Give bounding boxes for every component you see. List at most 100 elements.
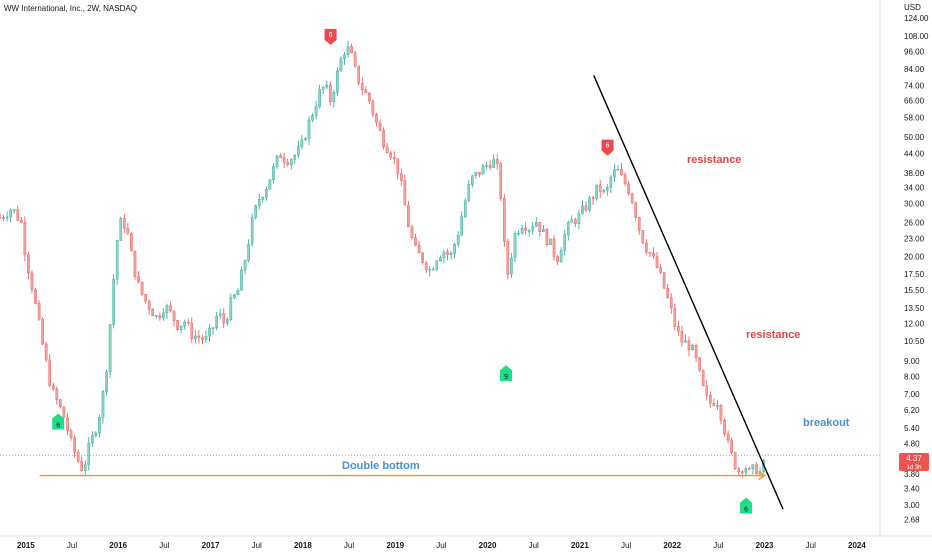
candle-body [204,336,208,340]
candle-body [740,471,744,473]
candle-body [588,197,591,211]
candle-body [158,315,162,319]
candle-body [318,89,321,107]
candle-body [577,213,581,224]
signal-marker-green: 6 [52,413,65,430]
x-tick-label: Jul [67,541,77,550]
candle-body [300,139,304,147]
candle-body [488,165,492,168]
candle-body [247,243,250,261]
candle-body [474,171,478,177]
signal-marker-shape [500,365,513,382]
chart-title: WW International, Inc., 2W, NASDAQ [4,4,137,13]
candle-body [456,234,460,245]
candle-body [69,430,73,438]
candle-body [282,157,286,163]
candle-body [591,197,595,200]
candle-body [613,169,616,178]
last-price-label: 4.37 1d 3h [899,453,929,471]
candle-body [748,468,751,470]
candle-body [5,216,9,219]
signal-marker-red: 6 [324,28,337,45]
candle-body [297,146,300,156]
candle-body [83,464,87,471]
candle-body [574,219,577,224]
y-tick-label: 26.00 [904,218,925,227]
candle-body [12,209,16,211]
candle-body [225,319,229,324]
candle-body [627,183,630,194]
x-axis[interactable]: 2015 Jul 2016 Jul 2017 Jul 2018 Jul 2019 Jul 2020 J… [0,535,932,550]
candle-body [581,205,584,214]
candle-body [392,157,396,159]
annotation-breakout: breakout [803,417,850,429]
candle-body [563,234,566,251]
candle-body [137,276,140,283]
candle-body [360,83,364,90]
candle-body [513,233,517,259]
x-tick-label: 2022 [663,541,681,550]
candle-body [698,357,701,371]
candle-body [503,198,506,242]
candle-body [336,70,339,93]
candle-body [190,322,194,340]
candle-body [268,179,272,190]
candle-body [265,189,268,198]
candle-body [630,193,634,204]
candle-body [2,217,5,219]
signal-marker-label: 6 [329,32,333,39]
x-tick-label: 2023 [756,541,774,550]
candle-body [0,217,2,219]
candle-body [140,281,144,295]
y-tick-label: 34.00 [904,183,925,192]
candle-body [194,335,197,340]
candle-body [240,269,243,291]
candle-body [584,205,588,211]
candle-body [421,252,424,263]
candle-body [87,442,91,466]
annotation-resistance-bottom: resistance [746,329,800,341]
candle-body [719,405,723,421]
candle-body [222,313,226,324]
candle-body [620,169,623,176]
y-tick-label: 23.00 [904,234,925,243]
candle-body [66,417,69,432]
candle-body [289,159,293,165]
annotation-resistance-top: resistance [687,154,741,166]
candle-body [687,340,691,351]
candle-body [648,252,652,254]
y-tick-label: 3.40 [904,484,920,493]
candle-body [435,260,439,270]
candle-body [542,229,545,232]
candle-body [51,385,55,390]
candle-body [641,230,645,244]
candle-layer [0,40,765,479]
candle-body [233,294,236,298]
y-axis[interactable]: 124.00 108.00 96.00 84.00 74.00 66.00 58.00 50.… [879,0,929,536]
candle-body [520,227,524,234]
candle-body [453,244,456,254]
candle-body [321,86,325,90]
candle-body [478,171,481,175]
y-tick-label: 9.00 [904,357,920,366]
candle-body [339,58,343,72]
candle-body [126,228,130,234]
candle-body [261,197,265,200]
candle-body [44,343,48,361]
candle-body [701,370,705,386]
signal-marker-label: 9 [504,374,508,381]
candle-body [534,222,538,227]
candle-body [218,313,222,317]
candle-body [549,238,552,245]
signal-marker-label: 6 [744,507,748,514]
signal-marker-shape [324,28,337,45]
support-arrow-head [758,470,766,481]
candle-body [353,52,357,67]
signal-marker-green: 6 [740,497,753,514]
candle-body [566,222,570,235]
y-tick-label: 96.00 [904,48,925,57]
candle-body [733,452,737,469]
candle-body [609,176,613,188]
